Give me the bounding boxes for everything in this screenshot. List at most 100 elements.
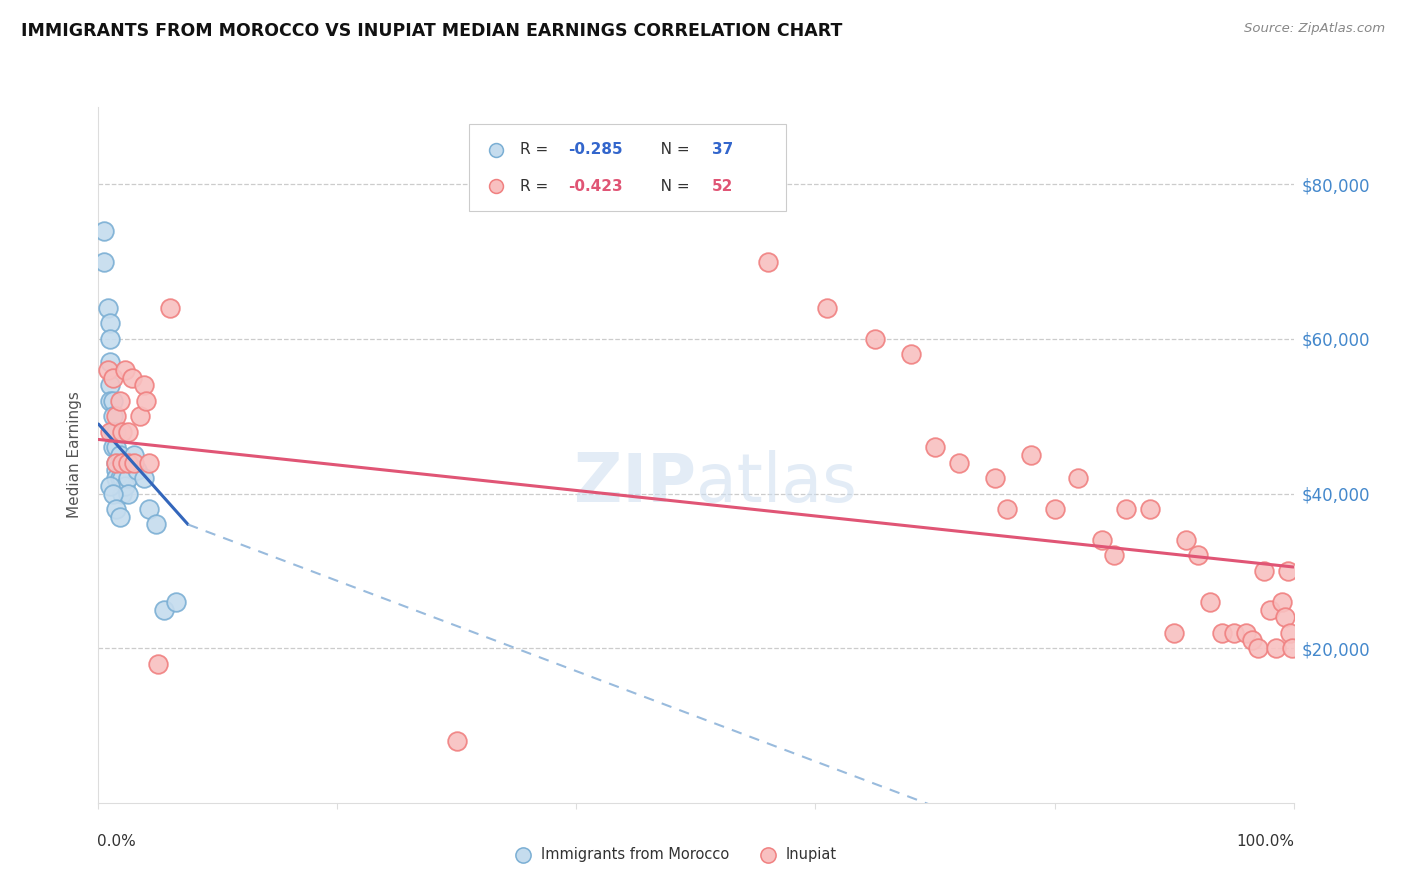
Point xyxy=(135,393,157,408)
Text: Immigrants from Morocco: Immigrants from Morocco xyxy=(540,847,728,863)
Point xyxy=(101,440,124,454)
Point xyxy=(1271,595,1294,609)
Point xyxy=(105,463,128,477)
Point xyxy=(1175,533,1198,547)
Point xyxy=(105,471,128,485)
Point xyxy=(101,425,124,439)
Point xyxy=(101,393,124,408)
Point xyxy=(93,224,115,238)
Text: -0.285: -0.285 xyxy=(568,142,623,157)
Point xyxy=(125,463,148,477)
Point xyxy=(124,448,146,462)
Point xyxy=(1102,549,1125,563)
Point xyxy=(1264,641,1286,656)
Point xyxy=(1258,602,1281,616)
Point xyxy=(111,456,134,470)
Point xyxy=(108,509,131,524)
Point xyxy=(97,363,120,377)
Point xyxy=(1211,625,1233,640)
Point xyxy=(165,595,187,609)
Point xyxy=(117,471,139,485)
Point xyxy=(1043,502,1066,516)
Text: R =: R = xyxy=(520,178,554,194)
Text: ZIP: ZIP xyxy=(574,450,696,516)
Point xyxy=(98,355,122,369)
Point xyxy=(138,456,160,470)
Point xyxy=(105,425,128,439)
Point xyxy=(756,796,779,810)
Text: -0.423: -0.423 xyxy=(568,178,623,194)
Point xyxy=(756,254,779,268)
Point xyxy=(984,471,1007,485)
Point xyxy=(1187,549,1209,563)
Text: 0.0%: 0.0% xyxy=(97,834,136,849)
Point xyxy=(111,456,134,470)
Point xyxy=(105,456,128,470)
Point xyxy=(138,502,160,516)
Point xyxy=(121,370,143,384)
Point xyxy=(1139,502,1161,516)
Point xyxy=(97,301,120,315)
Point xyxy=(1019,448,1042,462)
Point xyxy=(117,456,139,470)
Text: Source: ZipAtlas.com: Source: ZipAtlas.com xyxy=(1244,22,1385,36)
FancyBboxPatch shape xyxy=(470,124,786,211)
Point xyxy=(105,502,128,516)
Text: IMMIGRANTS FROM MOROCCO VS INUPIAT MEDIAN EARNINGS CORRELATION CHART: IMMIGRANTS FROM MOROCCO VS INUPIAT MEDIA… xyxy=(21,22,842,40)
Text: N =: N = xyxy=(645,142,695,157)
Point xyxy=(132,471,155,485)
Point xyxy=(1278,625,1301,640)
Text: 37: 37 xyxy=(711,142,733,157)
Point xyxy=(129,409,152,424)
Point xyxy=(105,440,128,454)
Point xyxy=(98,393,122,408)
Point xyxy=(512,796,534,810)
Point xyxy=(117,425,139,439)
Point xyxy=(900,347,922,361)
Point xyxy=(153,602,176,616)
Point xyxy=(111,425,134,439)
Point xyxy=(108,471,131,485)
Point xyxy=(98,317,122,331)
Point xyxy=(485,796,508,810)
Point xyxy=(924,440,946,454)
Point xyxy=(1281,641,1303,656)
Point xyxy=(101,486,124,500)
Point xyxy=(98,378,122,392)
Point xyxy=(815,301,838,315)
Point xyxy=(108,448,131,462)
Point xyxy=(124,456,146,470)
Point xyxy=(1240,633,1263,648)
Point xyxy=(98,425,122,439)
Point xyxy=(485,796,508,810)
Point xyxy=(148,657,170,671)
Point xyxy=(101,370,124,384)
Point xyxy=(159,301,181,315)
Text: R =: R = xyxy=(520,142,554,157)
Point xyxy=(1277,564,1299,578)
Point xyxy=(446,734,468,748)
Point xyxy=(1234,625,1257,640)
Point xyxy=(108,393,131,408)
Point xyxy=(1274,610,1296,624)
Point xyxy=(995,502,1018,516)
Point xyxy=(1198,595,1220,609)
Point xyxy=(105,456,128,470)
Point xyxy=(101,409,124,424)
Point xyxy=(111,486,134,500)
Point xyxy=(1253,564,1275,578)
Point xyxy=(863,332,887,346)
Point xyxy=(117,486,139,500)
Text: 100.0%: 100.0% xyxy=(1237,834,1295,849)
Text: 52: 52 xyxy=(711,178,733,194)
Point xyxy=(114,363,136,377)
Point xyxy=(132,378,155,392)
Point xyxy=(1067,471,1090,485)
Point xyxy=(1246,641,1268,656)
Point xyxy=(1115,502,1137,516)
Point xyxy=(1222,625,1246,640)
Point xyxy=(111,471,134,485)
Point xyxy=(93,254,115,268)
Point xyxy=(1163,625,1185,640)
Point xyxy=(1091,533,1114,547)
